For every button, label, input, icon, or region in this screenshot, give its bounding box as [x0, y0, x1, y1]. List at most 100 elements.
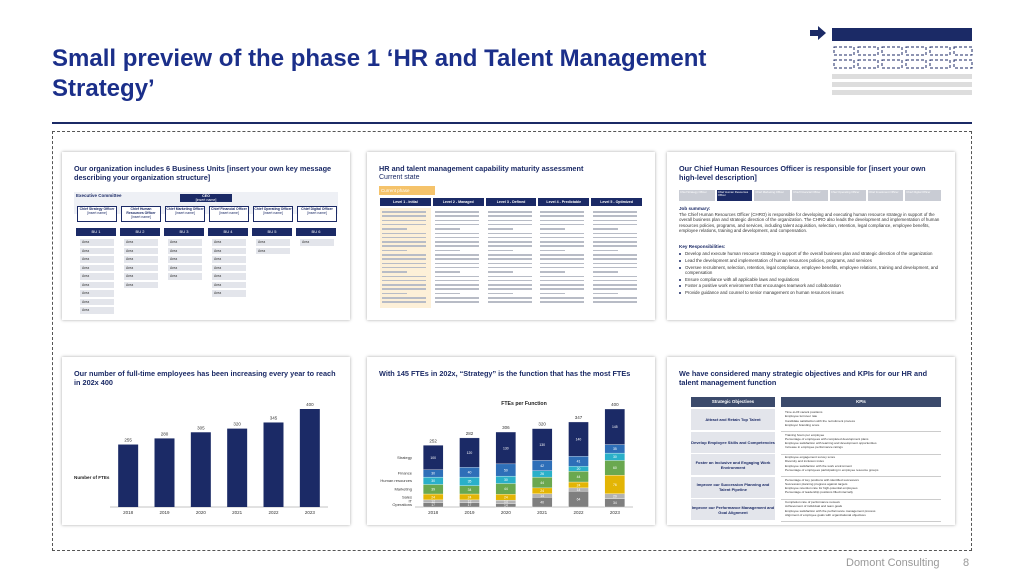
text-line	[487, 288, 532, 290]
x-tick-label: 2019	[159, 510, 170, 515]
slide-title: Our Chief Human Resources Officer is res…	[679, 164, 926, 182]
responsibility-item: Foster a positive work environment that …	[679, 283, 943, 288]
text-line	[382, 249, 407, 252]
slide-thumbnail: Our number of full-time employees has be…	[62, 357, 350, 525]
segment-label: 20	[613, 495, 617, 499]
segment-label: 17	[431, 503, 435, 507]
text-line	[540, 254, 585, 256]
text-line	[487, 236, 532, 239]
x-tick-label: 2018	[123, 510, 134, 515]
segment-label: 24	[504, 496, 508, 500]
text-line	[382, 258, 426, 260]
responsibility-item: Ensure compliance with all applicable la…	[679, 277, 943, 282]
kpi-cell: Training hours per employee Percentage of…	[781, 432, 941, 455]
text-line	[382, 279, 426, 282]
responsibility-item: Develop and execute human resource strat…	[679, 251, 943, 256]
ceo-box: CEO [insert name]	[180, 194, 232, 202]
navigation-icon	[810, 26, 973, 95]
area-box: Area	[168, 247, 202, 254]
text-line	[540, 215, 585, 217]
text-line	[593, 284, 638, 286]
text-line	[382, 266, 426, 269]
segment-label: 120	[467, 451, 473, 455]
text-line	[434, 297, 479, 299]
responsibility-text: Ensure compliance with all applicable la…	[685, 276, 800, 282]
text-line	[382, 275, 426, 277]
text-line	[434, 215, 479, 217]
kpi-item: Diversity and inclusion index	[785, 459, 825, 464]
kpi-item: Percentage of key positions with identif…	[785, 477, 859, 482]
area-box: Area	[124, 281, 158, 288]
text-line	[540, 279, 585, 282]
chief-role: Chief Human Resources Officer	[126, 207, 156, 215]
kpi-cell: Employee engagement survey score Diversit…	[781, 454, 941, 477]
segment-label: 24	[468, 495, 472, 499]
text-line	[434, 275, 479, 277]
text-line	[540, 271, 566, 273]
text-line	[593, 301, 638, 303]
objective-cell: Improve our Succession Planning and Tale…	[691, 476, 775, 498]
chief-role: Chief Operating Officer	[254, 207, 292, 211]
value-label: 400	[306, 402, 314, 407]
current-phase-marker: Current phase	[379, 186, 435, 195]
segment-label: 12	[431, 500, 435, 504]
area-box: Area	[212, 273, 246, 280]
level-header: Level 5 - Optimized	[591, 198, 642, 206]
bar	[118, 444, 139, 507]
text-line	[540, 223, 585, 226]
text-line	[487, 211, 532, 213]
slide-thumbnail: HR and talent management capability matu…	[367, 152, 655, 320]
text-line	[540, 275, 585, 277]
bullet	[679, 259, 681, 262]
text-line	[487, 258, 532, 260]
kpi-item: Employee satisfaction with learning and …	[785, 441, 877, 446]
value-label: 280	[161, 431, 169, 436]
kpi-item: Employee engagement survey score	[785, 455, 836, 459]
text-line	[434, 232, 479, 234]
bar-segment	[568, 421, 589, 457]
chief-box: Chief Operating Officer [insert name]	[253, 206, 293, 222]
text-line	[434, 211, 479, 213]
responsibility-text: Provide guidance and counsel to senior m…	[685, 290, 844, 296]
chief-name: [insert name]	[131, 215, 151, 219]
text-line	[593, 297, 638, 299]
bar-segment	[532, 428, 553, 461]
committee-label: Executive Committee	[76, 193, 122, 198]
chief-role: Chief Financial Officer	[211, 207, 247, 211]
text-line	[487, 284, 532, 286]
role-tab: Chief Human Resources Officer	[716, 190, 753, 201]
kpi-item: Employer branding score	[785, 422, 820, 427]
text-line	[382, 241, 426, 243]
text-line	[434, 249, 460, 252]
business-unit: BU 1	[76, 228, 116, 236]
area-box: Area	[80, 256, 114, 263]
level-body	[485, 208, 537, 308]
segment-label: 44	[577, 475, 581, 479]
series-label: IT	[408, 499, 412, 504]
x-tick-label: 2019	[464, 510, 475, 515]
chief-box: Chief Digital Officer [insert name]	[297, 206, 337, 222]
value-label: 345	[270, 415, 278, 420]
objective-cell: Improve our Performance Management and G…	[691, 499, 775, 520]
total-label: 306	[502, 425, 510, 430]
bullet	[679, 253, 681, 255]
text-line	[434, 219, 479, 222]
area-box: Area	[212, 264, 246, 271]
text-line	[434, 271, 460, 273]
kpi-item: Employee retention rate for high-potenti…	[785, 486, 858, 491]
area-box: Area	[124, 273, 158, 280]
series-label: Human resources	[380, 478, 412, 483]
bar	[154, 438, 175, 507]
text-line	[382, 236, 426, 239]
area-box: Area	[168, 239, 202, 246]
area-box: Area	[124, 256, 158, 263]
text-line	[434, 258, 479, 260]
chief-role: Chief Strategy Officer	[79, 207, 115, 211]
area-box: Area	[80, 307, 114, 314]
kpi-item: Candidate satisfaction with the recruitm…	[785, 418, 855, 423]
text-line	[593, 219, 638, 222]
responsibility-text: Oversee recruitment, selection, retentio…	[685, 264, 939, 275]
level-header: Level 3 - Defined	[485, 198, 537, 206]
area-box: Area	[212, 239, 246, 246]
